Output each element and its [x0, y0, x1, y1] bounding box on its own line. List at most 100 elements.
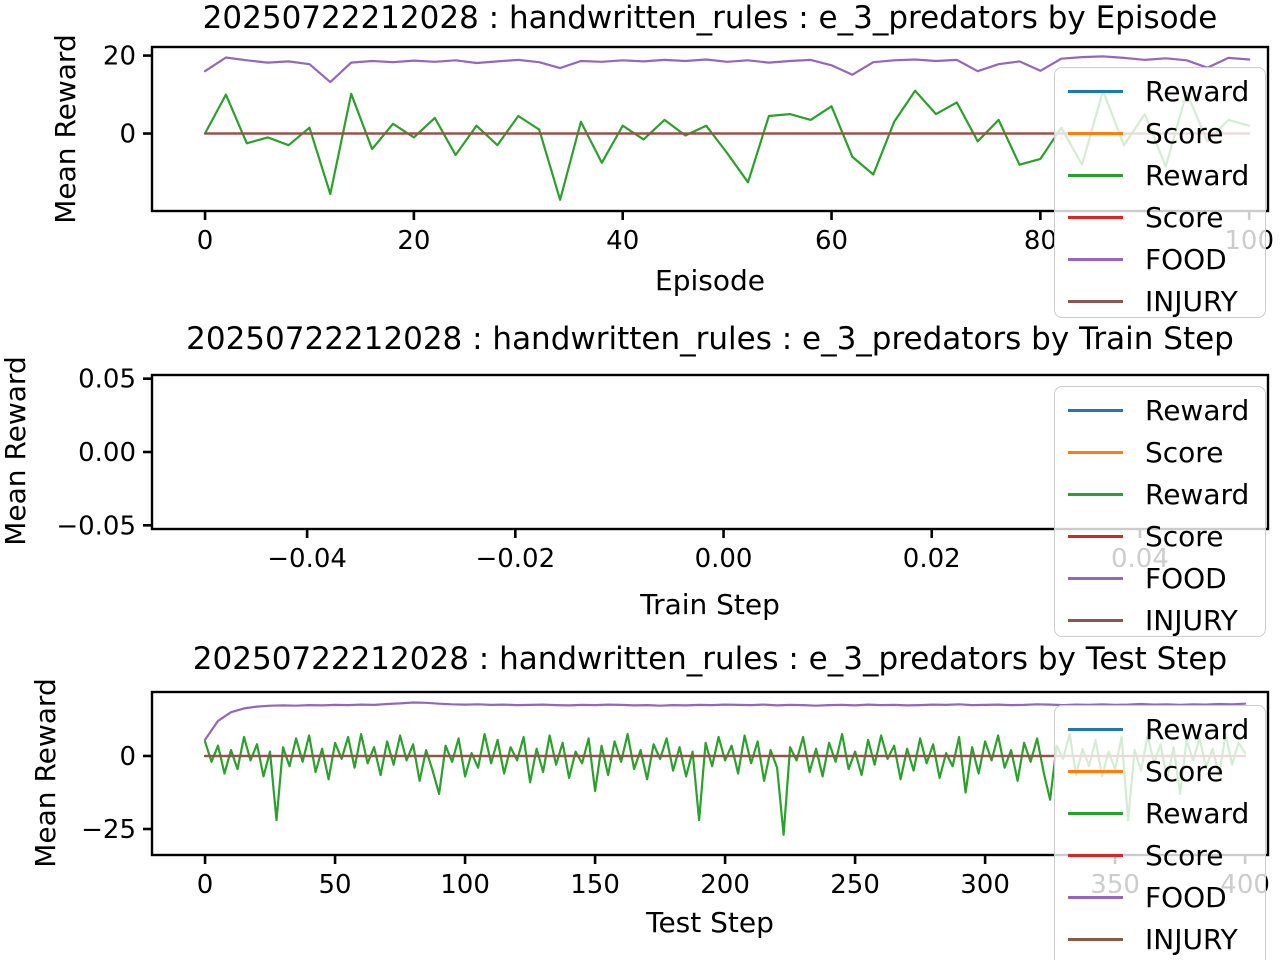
tick-label: −0.04	[267, 544, 347, 574]
legend-line-swatch	[1068, 492, 1123, 496]
tick-label: 0	[197, 870, 214, 900]
tick-label: 40	[606, 226, 639, 256]
chart1-title: 20250722212028 : handwritten_rules : e_3…	[202, 0, 1218, 36]
legend-label: FOOD	[1145, 880, 1227, 914]
legend-entry-reward: Reward	[1055, 70, 1265, 112]
legend-line-swatch	[1068, 89, 1123, 93]
legend-entry-score: Score	[1055, 834, 1265, 876]
tick-label: 300	[960, 870, 1010, 900]
legend-line-swatch	[1068, 408, 1123, 412]
tick-label: −0.05	[56, 511, 136, 541]
legend-entry-score: Score	[1055, 112, 1265, 154]
legend-line-swatch	[1068, 215, 1123, 219]
legend-entry-reward: Reward	[1055, 792, 1265, 834]
tick-label: 0.00	[695, 544, 753, 574]
legend-label: FOOD	[1145, 561, 1227, 595]
legend-line-swatch	[1068, 299, 1123, 303]
legend-line-swatch	[1068, 769, 1123, 773]
legend-entry-reward: Reward	[1055, 473, 1265, 515]
legend-line-swatch	[1068, 534, 1123, 538]
legend-line-swatch	[1068, 173, 1123, 177]
series-food-line	[203, 701, 1247, 742]
legend-entry-injury: INJURY	[1055, 599, 1265, 641]
legend-label: Reward	[1145, 796, 1250, 830]
legend-line-swatch	[1068, 811, 1123, 815]
chart1-xlabel: Episode	[655, 264, 765, 297]
legend-entry-reward: Reward	[1055, 708, 1265, 750]
legend-label: INJURY	[1145, 603, 1238, 637]
tick-label: 60	[815, 226, 848, 256]
chart3-ylabel: Mean Reward	[29, 678, 62, 868]
axes-frame	[150, 45, 1270, 213]
tick-label: 0.05	[78, 365, 136, 395]
legend-label: Reward	[1145, 477, 1250, 511]
chart3-legend: Reward Score Reward Score FOOD INJURY	[1054, 705, 1266, 960]
y-ticks: 0.05 0.00 −0.05	[56, 365, 152, 541]
legend-label: Score	[1145, 200, 1224, 234]
chart2-legend: Reward Score Reward Score FOOD INJURY	[1054, 386, 1266, 637]
legend-line-swatch	[1068, 257, 1123, 261]
chart3-title: 20250722212028 : handwritten_rules : e_3…	[192, 641, 1228, 677]
subplot-2: −0.04−0.020.000.020.040.050.00−0.05	[56, 365, 1270, 574]
legend-label: Score	[1145, 754, 1224, 788]
series-food-line	[203, 55, 1251, 84]
legend-label: Score	[1145, 519, 1224, 553]
legend-entry-food: FOOD	[1055, 557, 1265, 599]
legend-label: Reward	[1145, 74, 1250, 108]
legend-entry-injury: INJURY	[1055, 918, 1265, 960]
legend-line-swatch	[1068, 450, 1123, 454]
tick-label: 150	[570, 870, 620, 900]
legend-label: INJURY	[1145, 284, 1238, 318]
tick-label: −0.02	[475, 544, 555, 574]
tick-label: 50	[319, 870, 352, 900]
tick-label: −25	[81, 815, 136, 845]
x-ticks: −0.04−0.020.000.020.04	[267, 529, 1169, 574]
tick-label: 0	[119, 120, 136, 150]
tick-label: 0	[119, 742, 136, 772]
chart2-title: 20250722212028 : handwritten_rules : e_3…	[186, 321, 1234, 357]
legend-entry-score: Score	[1055, 515, 1265, 557]
tick-label: 0.00	[78, 438, 136, 468]
legend-entry-score: Score	[1055, 196, 1265, 238]
chart3-xlabel: Test Step	[646, 906, 774, 939]
tick-label: 0.02	[903, 544, 961, 574]
chart1-ylabel: Mean Reward	[49, 34, 82, 224]
legend-line-swatch	[1068, 618, 1123, 622]
chart2-ylabel: Mean Reward	[0, 356, 32, 546]
legend-line-swatch	[1068, 937, 1123, 941]
legend-label: Score	[1145, 838, 1224, 872]
legend-label: Score	[1145, 116, 1224, 150]
legend-label: Reward	[1145, 712, 1250, 746]
legend-line-swatch	[1068, 576, 1123, 580]
legend-label: Reward	[1145, 158, 1250, 192]
tick-label: 20	[103, 42, 136, 72]
subplot-1: 020406080100200	[103, 42, 1274, 256]
tick-label: 20	[397, 226, 430, 256]
chart2-xlabel: Train Step	[640, 588, 780, 621]
y-ticks: 20 0	[103, 42, 152, 150]
legend-entry-reward: Reward	[1055, 389, 1265, 431]
legend-label: Score	[1145, 435, 1224, 469]
legend-entry-injury: INJURY	[1055, 280, 1265, 322]
tick-label: 80	[1024, 226, 1057, 256]
legend-entry-score: Score	[1055, 431, 1265, 473]
legend-label: INJURY	[1145, 922, 1238, 956]
legend-line-swatch	[1068, 727, 1123, 731]
y-ticks: 0 −25	[81, 742, 152, 845]
axes-frame	[150, 690, 1270, 857]
tick-label: 250	[830, 870, 880, 900]
tick-label: 0	[197, 226, 214, 256]
legend-entry-reward: Reward	[1055, 154, 1265, 196]
legend-line-swatch	[1068, 853, 1123, 857]
tick-label: 100	[440, 870, 490, 900]
tick-label: 200	[700, 870, 750, 900]
legend-label: FOOD	[1145, 242, 1227, 276]
legend-label: Reward	[1145, 393, 1250, 427]
legend-entry-food: FOOD	[1055, 876, 1265, 918]
legend-entry-score: Score	[1055, 750, 1265, 792]
legend-entry-food: FOOD	[1055, 238, 1265, 280]
chart1-legend: Reward Score Reward Score FOOD INJURY	[1054, 67, 1266, 318]
legend-line-swatch	[1068, 895, 1123, 899]
legend-line-swatch	[1068, 131, 1123, 135]
